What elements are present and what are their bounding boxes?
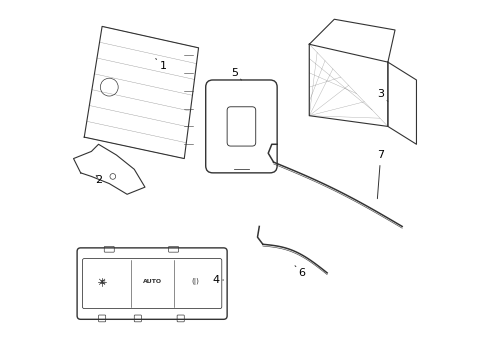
Text: 2: 2	[95, 175, 102, 185]
Text: AUTO: AUTO	[143, 279, 162, 284]
Text: ≡: ≡	[99, 279, 105, 285]
Text: 5: 5	[231, 68, 242, 80]
Text: 1: 1	[156, 59, 166, 71]
Text: 6: 6	[295, 266, 306, 278]
Text: 4: 4	[213, 275, 223, 285]
Text: (|): (|)	[191, 278, 199, 285]
Text: 3: 3	[377, 89, 388, 102]
Text: 7: 7	[377, 150, 384, 199]
